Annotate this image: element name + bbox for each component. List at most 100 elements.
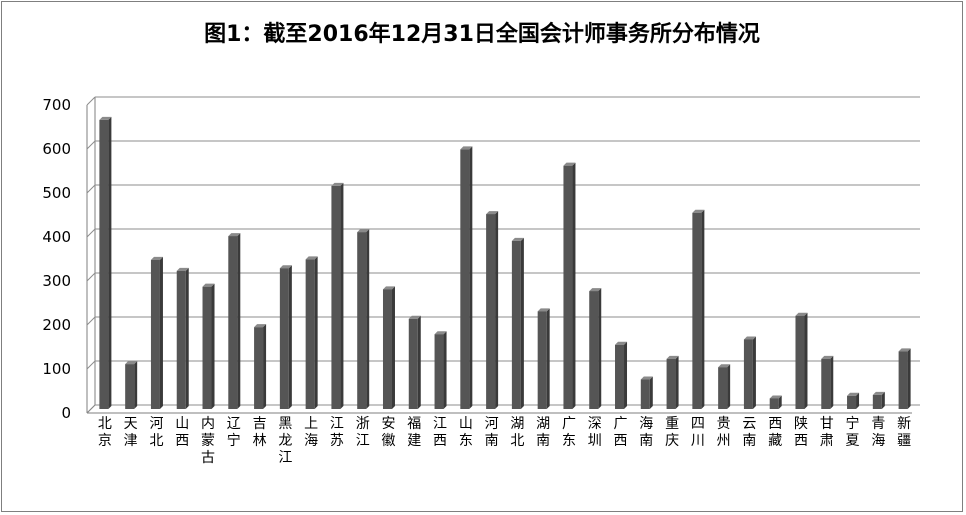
bar xyxy=(795,315,805,409)
category-label: 湖南 xyxy=(536,416,550,449)
bar-top xyxy=(743,336,756,340)
bar-side xyxy=(546,308,550,409)
bar-top xyxy=(150,256,163,260)
y-tick-label: 100 xyxy=(42,360,71,378)
bar-top xyxy=(795,312,808,316)
bar xyxy=(357,232,367,409)
bar xyxy=(408,318,418,409)
category-label: 海南 xyxy=(639,416,653,449)
gridline-side xyxy=(86,184,96,194)
category-label: 河南 xyxy=(485,416,499,449)
category-label: 江西 xyxy=(433,416,447,449)
category-label: 吉林 xyxy=(253,416,267,449)
category-label: 新疆 xyxy=(897,416,911,449)
bar-top xyxy=(357,229,370,233)
bar-side xyxy=(598,288,602,409)
bar xyxy=(769,398,779,409)
bar-top xyxy=(666,355,679,359)
category-label: 江苏 xyxy=(330,416,344,449)
bar xyxy=(563,165,573,409)
bar-side xyxy=(881,391,885,409)
bar xyxy=(692,212,702,409)
category-label: 山西 xyxy=(175,416,189,449)
bar xyxy=(99,119,109,410)
bar-side xyxy=(778,395,782,409)
bar-side xyxy=(443,331,447,409)
y-tick-label: 200 xyxy=(42,316,71,334)
bar-side xyxy=(391,286,395,409)
category-label: 内蒙古 xyxy=(201,416,215,466)
bar-top xyxy=(692,209,705,213)
category-label: 陕西 xyxy=(794,416,808,449)
bar-side xyxy=(134,361,138,409)
bar-side xyxy=(649,376,653,409)
bar xyxy=(898,351,908,409)
bar-top xyxy=(279,265,292,269)
category-label: 河北 xyxy=(149,416,163,449)
bar xyxy=(228,236,238,409)
bar-side xyxy=(185,267,189,409)
bar-side xyxy=(520,237,524,409)
bar-side xyxy=(907,348,911,409)
bar xyxy=(382,289,392,409)
y-tick-label: 500 xyxy=(42,184,71,202)
bar xyxy=(718,367,728,409)
bar-top xyxy=(898,348,911,352)
y-tick-label: 400 xyxy=(42,228,71,246)
bar xyxy=(331,185,341,409)
y-tick-label: 600 xyxy=(42,140,71,158)
bar-top xyxy=(872,391,885,395)
category-label: 贵州 xyxy=(717,416,731,449)
bar-side xyxy=(288,265,292,409)
category-label: 四川 xyxy=(691,416,705,449)
bar-side xyxy=(701,209,705,409)
category-label: 广西 xyxy=(614,416,628,449)
bar-side xyxy=(417,315,421,409)
bar xyxy=(589,291,599,409)
gridline-side xyxy=(86,272,96,282)
bar-top xyxy=(176,267,189,271)
category-label: 黑龙江 xyxy=(278,416,292,466)
bar-top xyxy=(718,364,731,368)
bar-side xyxy=(727,364,731,409)
bar-side xyxy=(314,256,318,409)
bar-side xyxy=(237,233,241,409)
bar-side xyxy=(108,116,112,410)
bar-side xyxy=(340,182,344,409)
bar-side xyxy=(830,355,834,409)
bar-top xyxy=(99,116,112,120)
bar-top xyxy=(434,331,447,335)
bar-top xyxy=(821,355,834,359)
bar xyxy=(537,311,547,409)
category-label: 湖北 xyxy=(510,416,524,449)
category-label: 福建 xyxy=(407,416,421,449)
category-label: 上海 xyxy=(304,416,318,449)
bar-top xyxy=(331,182,344,186)
y-tick-label: 300 xyxy=(42,272,71,290)
bar xyxy=(254,327,264,409)
bar xyxy=(176,270,186,409)
bar-top xyxy=(615,341,628,345)
bar-top xyxy=(847,392,860,396)
bar-side xyxy=(752,336,756,409)
category-label: 云南 xyxy=(742,416,756,449)
bar-side xyxy=(675,355,679,409)
category-label: 天津 xyxy=(124,416,138,449)
bar-top xyxy=(125,361,138,365)
category-label: 甘肃 xyxy=(820,416,834,449)
gridline-side xyxy=(86,228,96,238)
bar-top xyxy=(537,308,550,312)
gridline-side xyxy=(86,404,96,414)
bar-top xyxy=(460,146,473,150)
bar xyxy=(279,268,289,409)
gridline-side xyxy=(86,140,96,150)
bar-top xyxy=(589,288,602,292)
bar-top xyxy=(305,256,318,260)
bar xyxy=(150,259,160,409)
category-label: 西藏 xyxy=(768,416,782,449)
gridline-side xyxy=(86,360,96,370)
category-label: 山东 xyxy=(459,416,473,449)
bar xyxy=(511,240,521,409)
bar-side xyxy=(159,256,163,409)
